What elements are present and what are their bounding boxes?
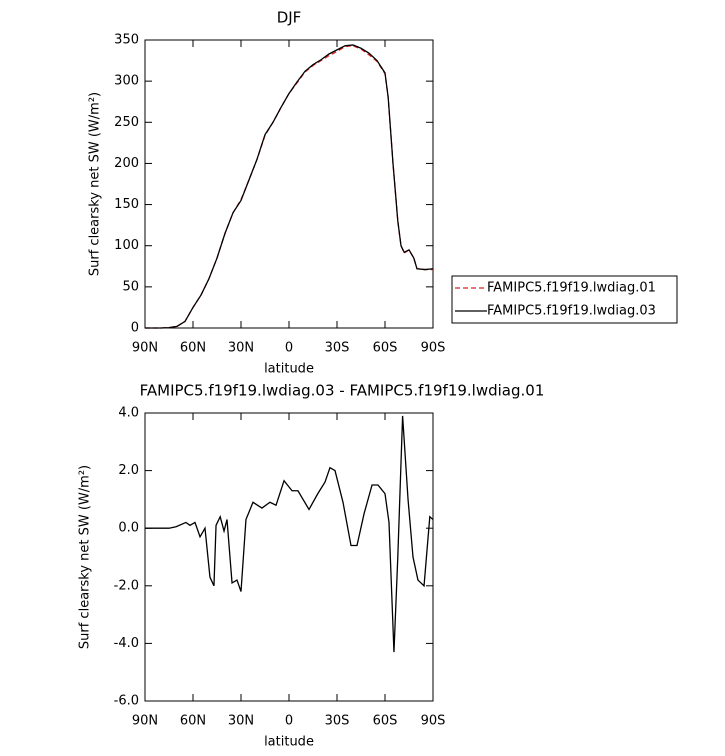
y-tick-label: 200 [114, 156, 139, 171]
y-tick-label: 300 [114, 74, 139, 89]
y-tick-label: 0.0 [118, 521, 139, 536]
y-tick-label: 100 [114, 238, 139, 253]
x-tick-label: 90S [421, 341, 446, 356]
y-tick-label: 150 [114, 197, 139, 212]
y-axis-label: Surf clearsky net SW (W/m²) [88, 92, 103, 276]
y-tick-label: 2.0 [118, 463, 139, 478]
x-tick-label: 30N [228, 714, 254, 729]
x-tick-label: 60N [180, 341, 206, 356]
data-line [145, 44, 434, 329]
y-tick-label: -6.0 [114, 694, 139, 709]
x-tick-label: 30S [325, 341, 350, 356]
legend-label: FAMIPC5.f19f19.lwdiag.01 [487, 281, 656, 296]
x-axis-label: latitude [264, 735, 314, 750]
y-tick-label: 0 [131, 321, 139, 336]
x-tick-label: 30N [228, 341, 254, 356]
y-tick-label: 50 [122, 279, 139, 294]
y-tick-label: 4.0 [118, 406, 139, 421]
data-line [145, 415, 434, 653]
y-tick-label: -4.0 [114, 636, 139, 651]
data-line [145, 45, 433, 329]
y-tick-label: -2.0 [114, 578, 139, 593]
x-tick-label: 60S [373, 341, 398, 356]
y-tick-label: 350 [114, 33, 139, 48]
x-axis-label: latitude [264, 362, 314, 377]
x-tick-label: 90N [132, 714, 158, 729]
x-tick-label: 60N [180, 714, 206, 729]
x-tick-label: 60S [373, 714, 398, 729]
x-tick-label: 90S [421, 714, 446, 729]
chart-title: DJF [277, 9, 302, 27]
y-tick-label: 250 [114, 115, 139, 130]
chart-title: FAMIPC5.f19f19.lwdiag.03 - FAMIPC5.f19f1… [140, 382, 545, 400]
x-tick-label: 90N [132, 341, 158, 356]
y-axis-label: Surf clearsky net SW (W/m²) [78, 465, 93, 649]
legend-box [451, 275, 678, 324]
x-tick-label: 30S [325, 714, 350, 729]
plot-frame [144, 39, 434, 329]
x-tick-label: 0 [285, 341, 293, 356]
x-tick-label: 0 [285, 714, 293, 729]
legend-label: FAMIPC5.f19f19.lwdiag.03 [487, 304, 656, 319]
